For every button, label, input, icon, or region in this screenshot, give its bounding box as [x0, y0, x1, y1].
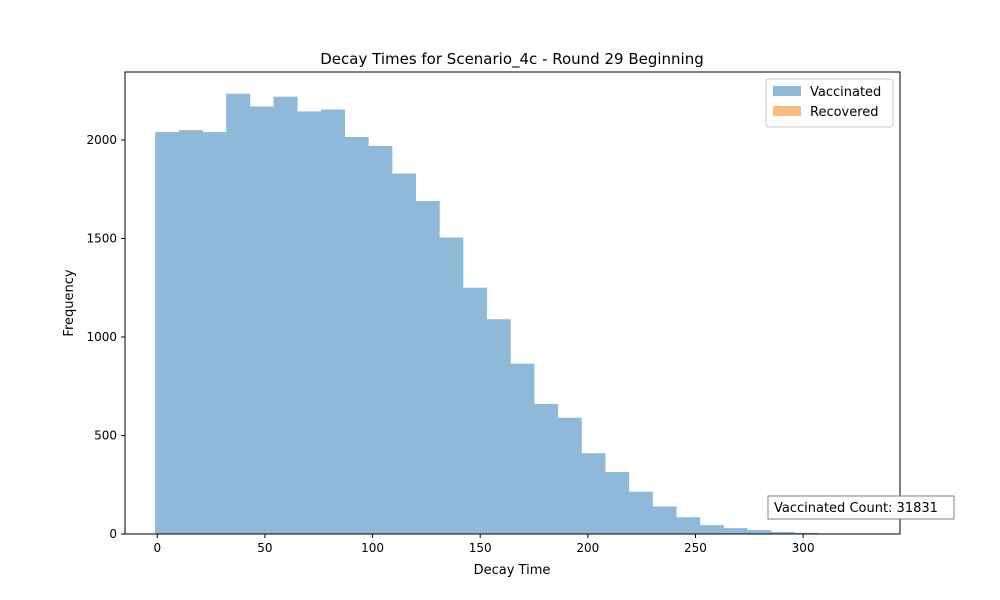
histogram-bars — [155, 93, 843, 535]
bar-vaccinated-22 — [676, 517, 701, 534]
bar-vaccinated-5 — [273, 96, 298, 535]
bar-vaccinated-14 — [486, 319, 511, 534]
bar-vaccinated-16 — [534, 403, 559, 534]
x-tick-label-150: 150 — [469, 541, 492, 555]
bar-vaccinated-24 — [723, 528, 748, 534]
x-tick-label-250: 250 — [684, 541, 707, 555]
y-tick-label-1500: 1500 — [86, 231, 117, 245]
bar-vaccinated-4 — [249, 106, 274, 535]
count-annotation-box — [767, 495, 955, 520]
bar-vaccinated-10 — [391, 173, 417, 534]
y-axis-label: Frequency — [62, 269, 77, 336]
legend-swatch-recovered — [773, 106, 801, 116]
x-axis-ticks: 0 50 100 150 200 250 300 — [153, 534, 815, 555]
legend-label-recovered: Recovered — [810, 105, 879, 120]
x-tick-label-200: 200 — [576, 541, 599, 555]
x-tick-label-300: 300 — [792, 541, 815, 555]
y-tick-label-2000: 2000 — [86, 133, 117, 147]
bar-vaccinated-8 — [344, 137, 369, 534]
y-axis-ticks: 0 500 1000 1500 2000 — [86, 133, 125, 541]
legend-swatch-vaccinated — [773, 86, 801, 96]
y-tick-label-0: 0 — [109, 527, 117, 541]
bar-vaccinated-3 — [226, 93, 251, 535]
legend: Vaccinated Recovered — [765, 78, 894, 128]
y-tick-label-1000: 1000 — [86, 330, 117, 344]
bar-vaccinated-26 — [770, 532, 795, 534]
bar-vaccinated-11 — [415, 201, 440, 534]
x-axis-label: Decay Time — [474, 563, 551, 578]
count-annotation: Vaccinated Count: 31831 — [767, 495, 955, 520]
x-tick-label-100: 100 — [361, 541, 384, 555]
bar-vaccinated-2 — [202, 132, 227, 535]
bar-vaccinated-17 — [557, 417, 582, 534]
plot-frame — [124, 71, 901, 535]
y-tick-label-500: 500 — [94, 428, 117, 442]
chart-title: Decay Times for Scenario_4c - Round 29 B… — [320, 50, 704, 69]
bar-vaccinated-1 — [178, 130, 203, 535]
bar-vaccinated-25 — [747, 530, 772, 534]
bar-vaccinated-20 — [628, 491, 653, 534]
bar-vaccinated-12 — [439, 237, 464, 534]
legend-label-vaccinated: Vaccinated — [810, 85, 881, 100]
bar-vaccinated-23 — [699, 525, 724, 534]
bar-vaccinated-13 — [462, 287, 488, 534]
x-tick-label-0: 0 — [153, 541, 161, 555]
bar-vaccinated-7 — [320, 109, 345, 535]
count-annotation-text: Vaccinated Count: 31831 — [774, 501, 938, 516]
bar-vaccinated-19 — [605, 471, 630, 534]
bar-vaccinated-0 — [155, 132, 180, 535]
bar-vaccinated-27 — [794, 532, 819, 534]
x-tick-label-50: 50 — [257, 541, 272, 555]
bar-vaccinated-6 — [297, 111, 322, 534]
bar-vaccinated-18 — [581, 453, 606, 534]
bar-vaccinated-21 — [652, 506, 677, 534]
bar-vaccinated-15 — [510, 363, 535, 534]
bar-vaccinated-9 — [368, 145, 393, 534]
